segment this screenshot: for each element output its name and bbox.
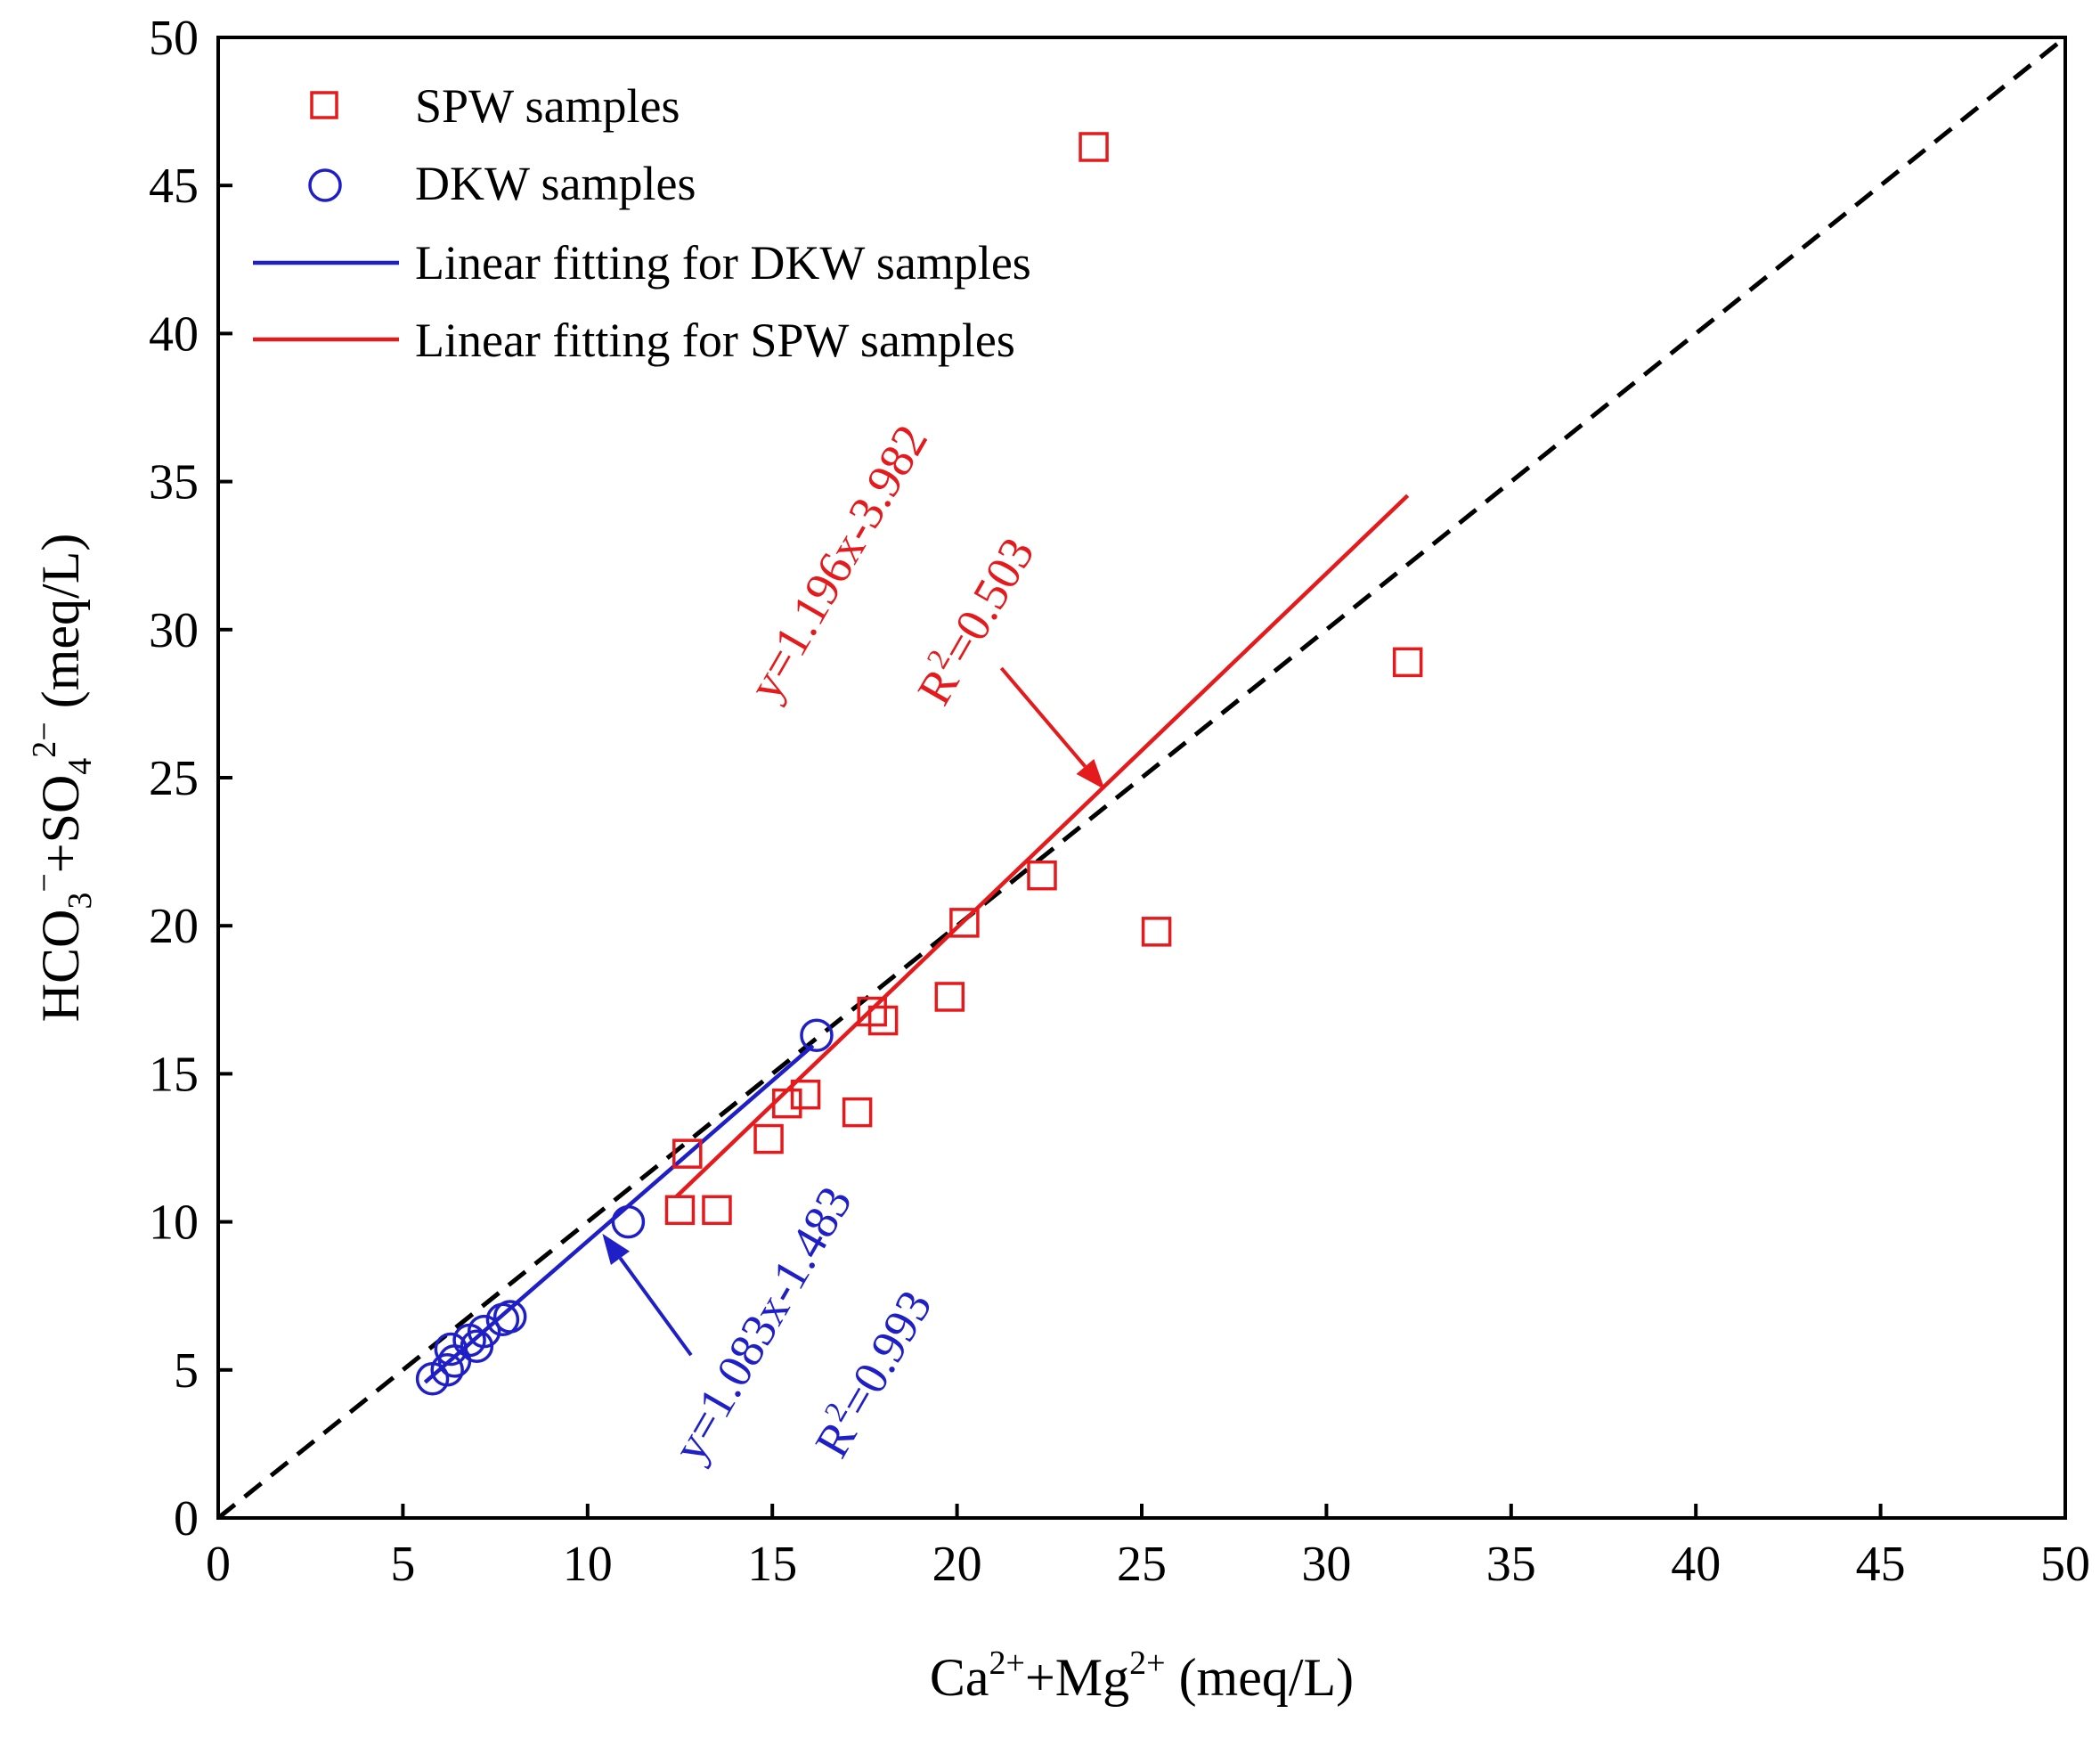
x-label-ca-charge: 2+ [989,1644,1025,1682]
y-tick-label: 15 [149,1047,199,1102]
reference-line-1to1 [216,36,2067,1520]
x-tick-label: 20 [932,1537,982,1592]
dkw-sample-point [800,1018,834,1052]
legend-label-spw-fit: Linear fitting for SPW samples [415,314,1015,367]
dkw-sample-point [611,1204,646,1239]
fit-lines-layer [423,494,1410,1384]
arrow-dkw-head [602,1233,630,1266]
spw-sample-point [790,1079,821,1110]
x-tick-label: 0 [206,1537,231,1592]
spw-sample-point [867,1005,899,1036]
y-tick-label: 5 [174,1343,199,1399]
dkw-fit-r2: R2=0.993 [802,1280,942,1466]
dkw-sample-point [492,1300,527,1334]
x-tick-label: 35 [1486,1537,1536,1592]
x-tick-label: 15 [747,1537,797,1592]
y-label-hco-sub: 3 [61,893,99,910]
x-label-mg: +Mg [1025,1648,1129,1707]
spw-sample-point [664,1195,696,1226]
y-tick-label: 50 [149,11,199,66]
y-label-hco: HCO [31,910,90,1023]
ticks-layer: 0 5 10 15 20 25 30 35 40 45 50 0 5 10 15 20 25 30 35 40 45 50 [149,11,2090,1592]
y-tick-label: 45 [149,159,199,214]
spw-sample-point [1141,917,1172,947]
arrow-spw-head [1076,758,1105,790]
x-tick-label: 40 [1671,1537,1721,1592]
x-tick-label: 25 [1117,1537,1167,1592]
x-tick-label: 45 [1856,1537,1906,1592]
spw-r2-value: =0.503 [931,528,1045,673]
arrow-spw-shaft [999,666,1087,768]
x-tick-label: 50 [2040,1537,2090,1592]
dkw-sample-point [460,1329,494,1363]
y-label-hco-sup: − [26,873,63,892]
y-tick-label: 40 [149,306,199,362]
legend-label-spw: SPW samples [415,79,680,133]
x-axis-label: Ca2++Mg2+ (meq/L) [930,1644,1354,1707]
y-tick-label: 10 [149,1195,199,1251]
markers-layer [415,132,1423,1396]
legend-label-dkw: DKW samples [415,157,696,210]
spw-sample-point [772,1088,802,1119]
y-label-unit: (meq/L) [31,534,90,722]
spw-sample-point [1078,132,1109,162]
x-label-unit: (meq/L) [1166,1648,1355,1707]
spw-fit-r2: R2=0.503 [905,527,1045,714]
spw-sample-point [753,1123,784,1155]
legend: SPW samples DKW samples Linear fitting f… [253,79,1031,367]
x-label-mg-charge: 2+ [1129,1644,1165,1682]
spw-sample-point [857,996,887,1027]
reference-layer [216,36,2067,1520]
y-label-so: +SO [31,775,90,874]
y-tick-label: 30 [149,603,199,658]
spw-sample-point [1027,860,1057,891]
legend-marker-dkw [308,168,342,202]
x-tick-label: 30 [1301,1537,1351,1592]
arrow-dkw-shaft [618,1257,693,1357]
svg-text:R2=0.503: R2=0.503 [905,527,1045,714]
dkw-sample-point [430,1353,464,1387]
y-label-so-sup: 2− [26,722,63,757]
y-axis-label-group: HCO3−+SO42− (meq/L) [26,534,99,1023]
y-tick-label: 25 [149,751,199,806]
spw-sample-point [949,908,980,938]
y-tick-label: 35 [149,455,199,510]
spw-sample-point [672,1138,703,1169]
x-label-ca: Ca [930,1648,989,1707]
y-axis-label: HCO3−+SO42− (meq/L) [26,534,99,1023]
dkw-r2-value: =0.993 [828,1281,942,1425]
legend-marker-spw [310,91,338,119]
svg-text:R2=0.993: R2=0.993 [802,1280,942,1466]
spw-sample-point [702,1195,732,1226]
dkw-sample-point [467,1314,501,1349]
x-tick-label: 10 [563,1537,613,1592]
spw-sample-point [842,1097,873,1128]
x-tick-label: 5 [390,1537,415,1592]
y-tick-label: 0 [174,1491,199,1546]
y-tick-label: 20 [149,899,199,954]
legend-label-dkw-fit: Linear fitting for DKW samples [415,236,1031,290]
spw-fit-equation: y=1.196x-3.982 [737,416,938,709]
spw-sample-point [1392,647,1423,678]
spw-fit-annotation: y=1.196x-3.982 [737,416,938,709]
y-label-so-sub: 4 [61,758,99,775]
spw-sample-point [934,982,965,1012]
arrows-layer [602,666,1105,1357]
